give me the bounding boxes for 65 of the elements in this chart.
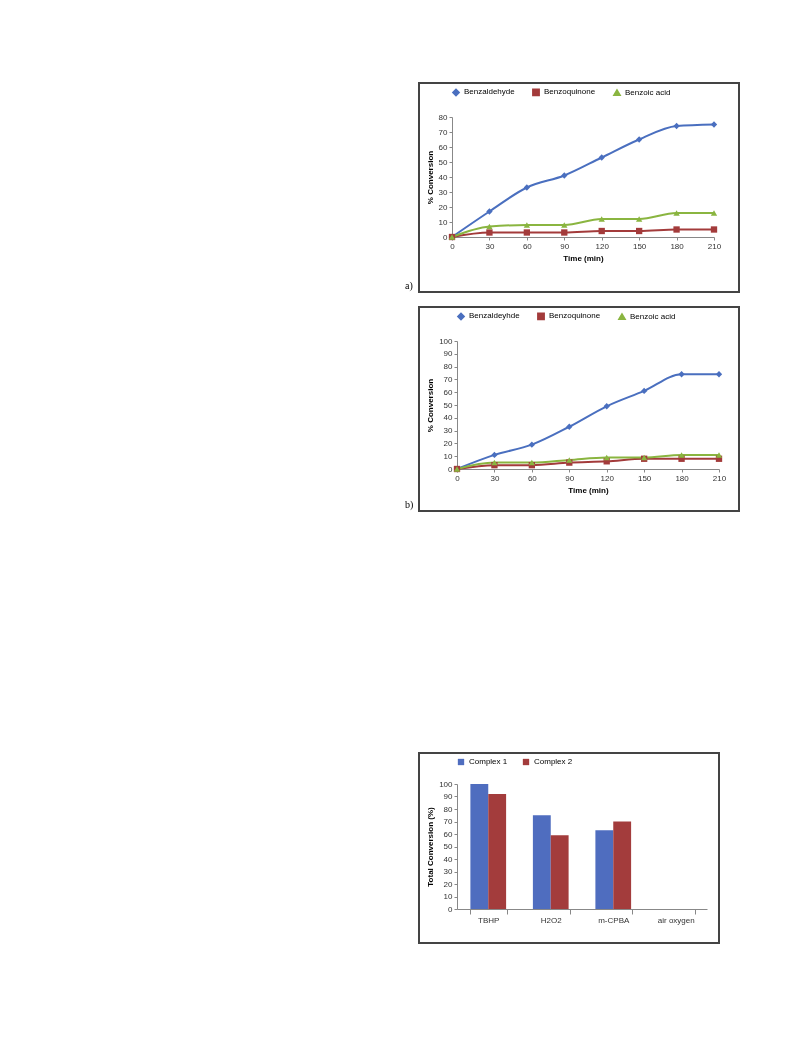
x-tick-label: 180 bbox=[670, 241, 685, 251]
y-tick-label: 20 bbox=[438, 202, 449, 212]
legend-label: Benzoic acid bbox=[630, 311, 676, 321]
y-tick-label: 60 bbox=[443, 829, 454, 839]
x-tick-label: 180 bbox=[675, 473, 690, 483]
y-axis-title: % Conversion bbox=[426, 378, 436, 433]
x-tick-label: 90 bbox=[560, 241, 570, 251]
y-tick-label: 100 bbox=[439, 336, 454, 346]
y-tick-label: 80 bbox=[443, 804, 454, 814]
y-axis-title: % Conversion bbox=[425, 150, 435, 205]
y-tick-label: 50 bbox=[443, 400, 454, 410]
y-tick-label: 90 bbox=[443, 349, 454, 359]
y-tick-label: 50 bbox=[438, 157, 449, 167]
legend-label: Benzaldeyhde bbox=[469, 311, 521, 321]
x-tick-label: 90 bbox=[565, 473, 575, 483]
text: a) bbox=[405, 280, 413, 291]
legend-label: Benzoic acid bbox=[625, 87, 671, 97]
text: b) bbox=[405, 499, 414, 510]
x-tick-label: 60 bbox=[522, 241, 533, 251]
y-tick-label: 20 bbox=[443, 879, 454, 889]
y-tick-label: 70 bbox=[443, 374, 454, 384]
x-tick-label: 120 bbox=[600, 473, 615, 483]
x-tick-label: 0 bbox=[455, 473, 461, 483]
y-tick-label: 100 bbox=[439, 779, 454, 789]
x-tick-label: 30 bbox=[485, 241, 495, 251]
y-tick-label: 0 bbox=[448, 464, 454, 474]
x-tick-label: air oxygen bbox=[657, 915, 695, 925]
y-tick-label: 10 bbox=[438, 217, 449, 227]
x-tick-label: TBHP bbox=[478, 915, 500, 925]
legend-label: Benzoquinone bbox=[544, 87, 596, 97]
y-tick-label: 40 bbox=[443, 854, 454, 864]
x-axis-title: Time (min) bbox=[568, 485, 609, 495]
y-tick-label: 10 bbox=[443, 451, 454, 461]
y-tick-label: 10 bbox=[443, 892, 454, 901]
x-tick-label: 210 bbox=[712, 473, 727, 483]
legend-label: Complex 2 bbox=[534, 757, 573, 766]
y-tick-label: 70 bbox=[443, 817, 454, 826]
y-tick-label: 30 bbox=[443, 867, 454, 876]
y-tick-label: 30 bbox=[438, 187, 449, 197]
y-tick-label: 20 bbox=[443, 438, 454, 448]
x-tick-label: 60 bbox=[527, 473, 538, 483]
y-tick-label: 60 bbox=[443, 387, 454, 397]
y-axis-title: Total Conversion (%) bbox=[426, 806, 436, 887]
y-tick-label: 90 bbox=[443, 792, 454, 801]
y-tick-label: 80 bbox=[443, 362, 454, 372]
legend-label: Benzoquinone bbox=[549, 311, 601, 321]
legend-label: Complex 1 bbox=[469, 757, 508, 766]
legend-label: Benzaldehyde bbox=[464, 87, 516, 97]
x-tick-label: m-CPBA bbox=[598, 915, 630, 925]
y-tick-label: 60 bbox=[438, 142, 449, 152]
x-tick-label: 120 bbox=[595, 241, 610, 251]
x-tick-label: 150 bbox=[637, 473, 652, 483]
x-tick-label: 150 bbox=[632, 241, 647, 251]
x-tick-label: H2O2 bbox=[540, 915, 563, 925]
y-tick-label: 70 bbox=[438, 127, 449, 137]
y-tick-label: 50 bbox=[443, 842, 454, 851]
y-tick-label: 0 bbox=[443, 232, 449, 242]
x-axis-title: Time (min) bbox=[563, 253, 604, 263]
y-tick-label: 40 bbox=[438, 172, 449, 182]
y-tick-label: 30 bbox=[443, 426, 454, 436]
y-tick-label: 80 bbox=[438, 112, 449, 122]
y-tick-label: 0 bbox=[448, 904, 454, 914]
x-tick-label: 210 bbox=[707, 241, 722, 251]
y-tick-label: 40 bbox=[443, 413, 454, 423]
x-tick-label: 30 bbox=[490, 473, 500, 483]
